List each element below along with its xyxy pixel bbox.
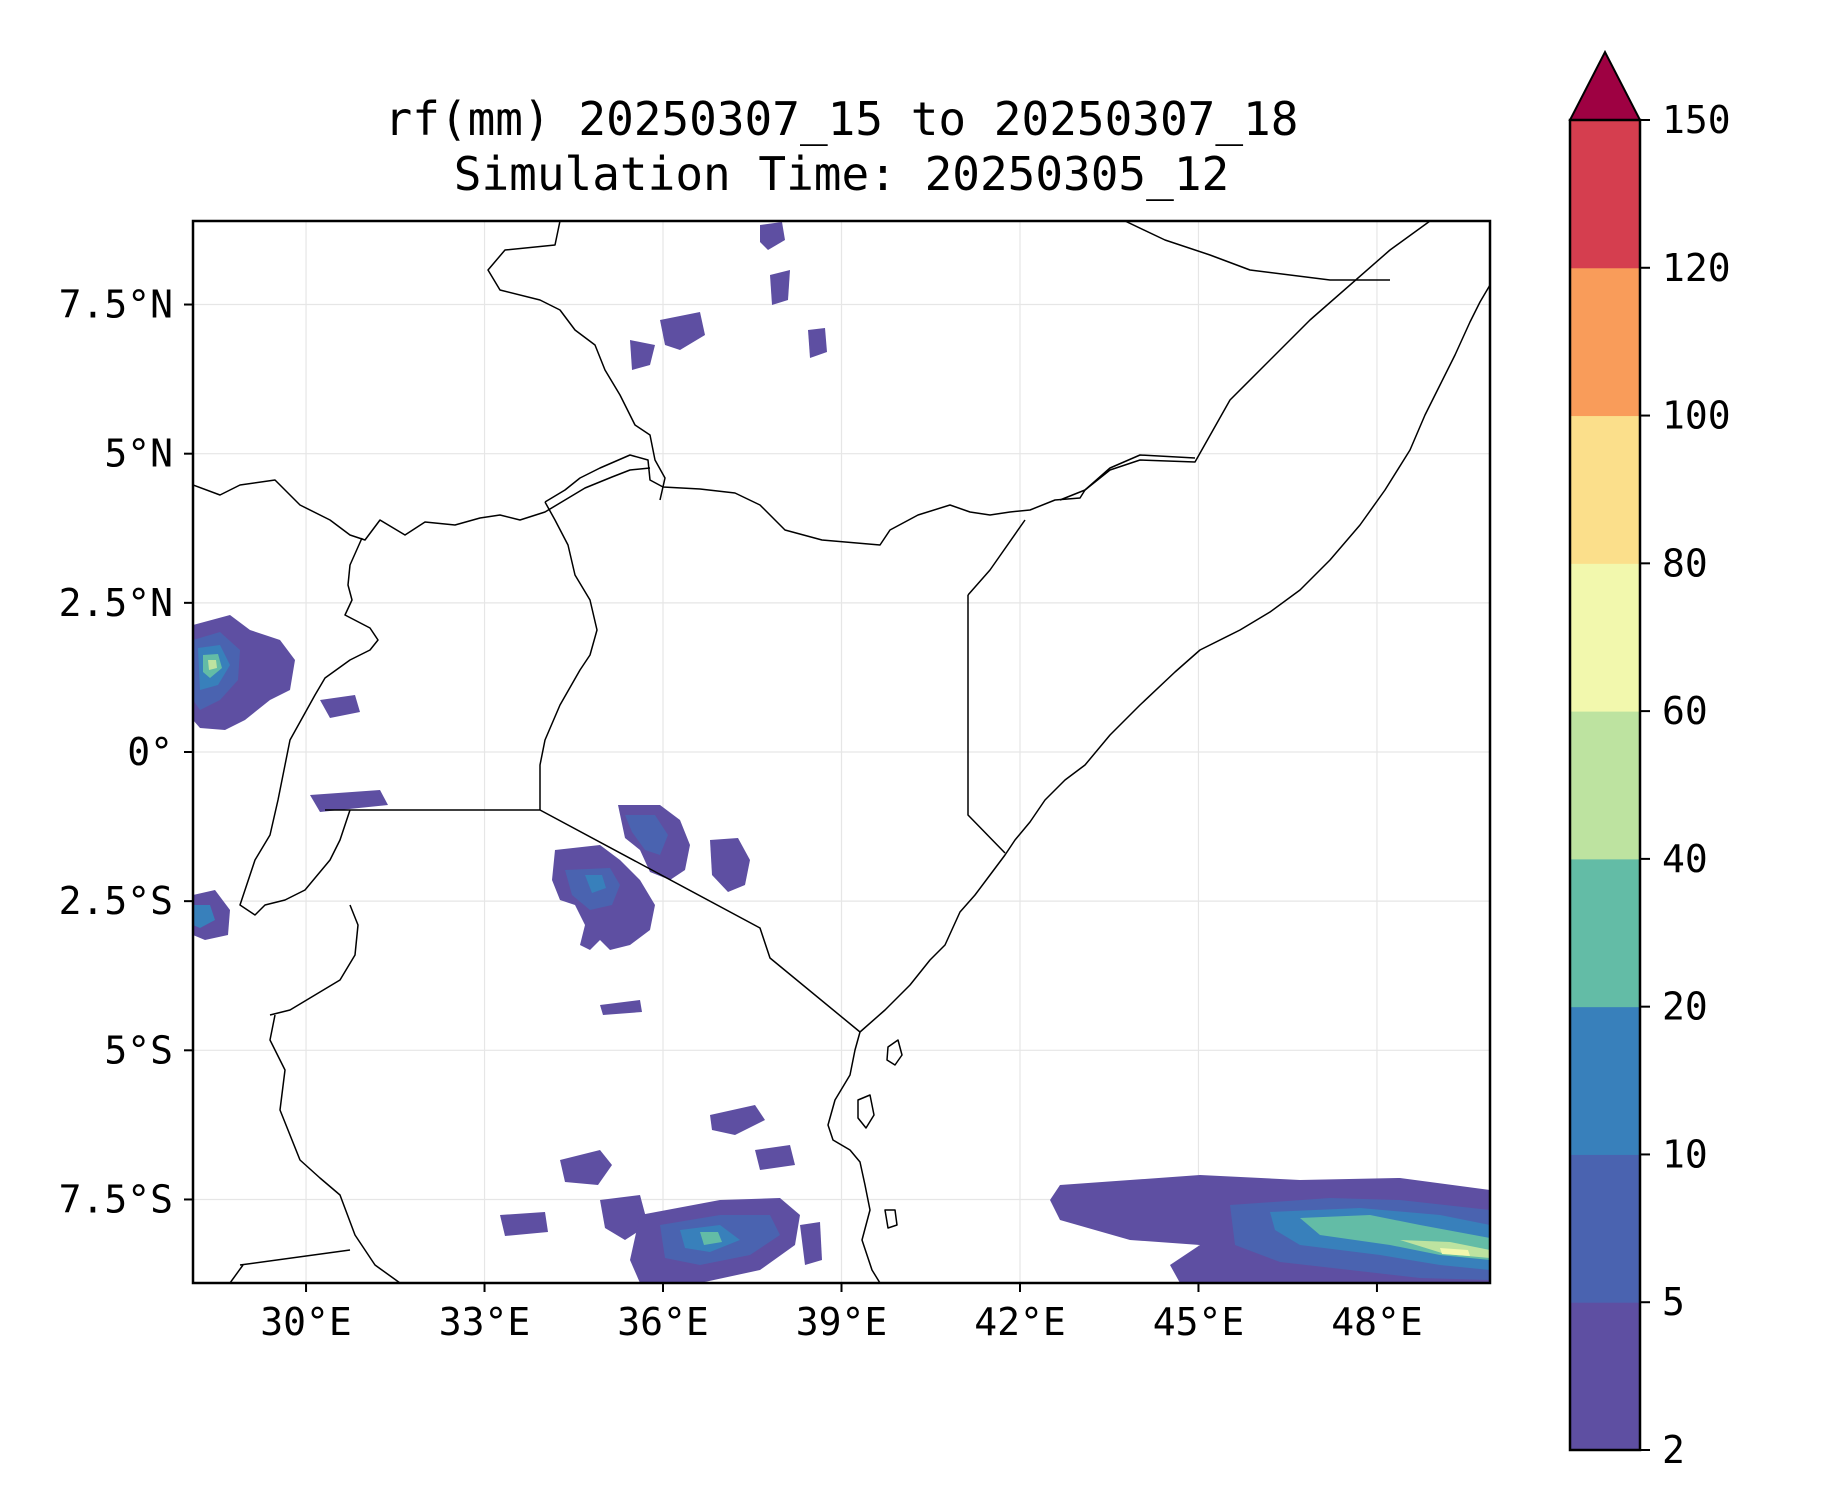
border-line <box>539 501 598 810</box>
lon-tick-label: 39°E <box>796 1300 888 1344</box>
latitude-axis: 7.5°N 5°N 2.5°N 0° 2.5°S 5°S 7.5°S <box>59 283 193 1221</box>
colorbar-segment <box>1570 711 1640 860</box>
lon-tick-label: 30°E <box>260 1300 352 1344</box>
colorbar-tick-label: 2 <box>1662 1428 1685 1472</box>
border-line <box>1059 221 1431 501</box>
colorbar: 2 5 10 20 40 60 80 100 120 150 <box>1568 49 1731 1472</box>
rain-patch <box>1440 1248 1470 1256</box>
border-line <box>325 809 861 1033</box>
colorbar-segment <box>1570 415 1640 564</box>
lat-tick-label: 7.5°S <box>59 1177 173 1221</box>
lon-tick-label: 36°E <box>617 1300 709 1344</box>
lon-tick-label: 45°E <box>1153 1300 1245 1344</box>
colorbar-tick-label: 80 <box>1662 541 1708 585</box>
rainfall-contours <box>193 222 1490 1283</box>
coastline <box>859 284 1490 1033</box>
rain-patch <box>660 312 705 350</box>
lat-tick-label: 2.5°S <box>59 879 173 923</box>
rain-patch <box>560 1150 612 1185</box>
colorbar-segment <box>1570 120 1640 269</box>
border-line <box>239 1249 351 1266</box>
lat-tick-label: 5°N <box>104 432 173 476</box>
rain-patch <box>585 875 606 893</box>
rain-patch <box>600 1195 648 1240</box>
rain-patch <box>208 660 217 670</box>
lat-tick-label: 0° <box>127 730 173 774</box>
rain-patch <box>755 1145 795 1170</box>
island <box>886 1039 903 1066</box>
border-line <box>967 595 1006 854</box>
border-line <box>544 454 1196 546</box>
colorbar-tick-label: 10 <box>1662 1132 1708 1176</box>
rain-patch <box>193 905 215 928</box>
rain-patch <box>310 790 388 812</box>
rain-patch <box>320 695 360 718</box>
title-line-2: Simulation Time: 20250305_12 <box>453 147 1230 201</box>
map-title: rf(mm) 20250307_15 to 20250307_18 Simula… <box>193 92 1490 202</box>
rain-patch <box>600 1000 642 1015</box>
colorbar-tick-label: 60 <box>1662 689 1708 733</box>
rain-patch <box>710 838 750 892</box>
colorbar-extend-triangle <box>1568 49 1642 121</box>
rain-patch <box>625 815 668 855</box>
lon-tick-label: 33°E <box>439 1300 531 1344</box>
title-line-1: rf(mm) 20250307_15 to 20250307_18 <box>384 92 1299 146</box>
rain-patch <box>710 1105 765 1135</box>
border-line <box>239 537 379 916</box>
border-line <box>967 519 1026 596</box>
gridlines <box>193 221 1490 1283</box>
colorbar-frame <box>1568 118 1642 1452</box>
rain-patch <box>808 328 827 358</box>
rain-patch <box>800 1222 822 1265</box>
rain-patch <box>630 340 655 370</box>
colorbar-tick-label: 100 <box>1662 394 1731 438</box>
lon-tick-label: 48°E <box>1331 1300 1423 1344</box>
lat-tick-label: 2.5°N <box>59 581 173 625</box>
rain-patch <box>770 270 790 305</box>
colorbar-tick-label: 5 <box>1662 1280 1685 1324</box>
colorbar-segment <box>1570 267 1640 417</box>
lat-tick-label: 7.5°N <box>59 283 173 327</box>
border-line <box>487 221 666 501</box>
colorbar-tick-label: 120 <box>1662 246 1731 290</box>
rain-patch <box>700 1232 722 1245</box>
colorbar-segment <box>1570 858 1640 1008</box>
longitude-axis: 30°E 33°E 36°E 39°E 42°E 45°E 48°E <box>260 1283 1423 1344</box>
coastline <box>827 1031 881 1283</box>
colorbar-tick-label: 150 <box>1662 98 1731 142</box>
colorbar-segment <box>1570 1302 1640 1451</box>
lon-tick-label: 42°E <box>974 1300 1066 1344</box>
colorbar-segment <box>1570 563 1640 712</box>
border-line <box>1124 221 1390 281</box>
island <box>857 1094 875 1129</box>
lat-tick-label: 5°S <box>104 1028 173 1072</box>
rain-patch <box>500 1212 548 1236</box>
colorbar-segment <box>1570 1154 1640 1303</box>
rain-patch <box>760 222 785 250</box>
colorbar-tick-label: 20 <box>1662 985 1708 1029</box>
colorbar-segment <box>1570 1006 1640 1155</box>
island <box>884 1209 898 1229</box>
border-line <box>193 467 651 541</box>
coastline-and-borders <box>193 221 1490 1283</box>
border-line <box>229 1264 244 1283</box>
border-line <box>269 1014 401 1283</box>
border-line <box>269 904 359 1016</box>
colorbar-tick-label: 40 <box>1662 837 1708 881</box>
